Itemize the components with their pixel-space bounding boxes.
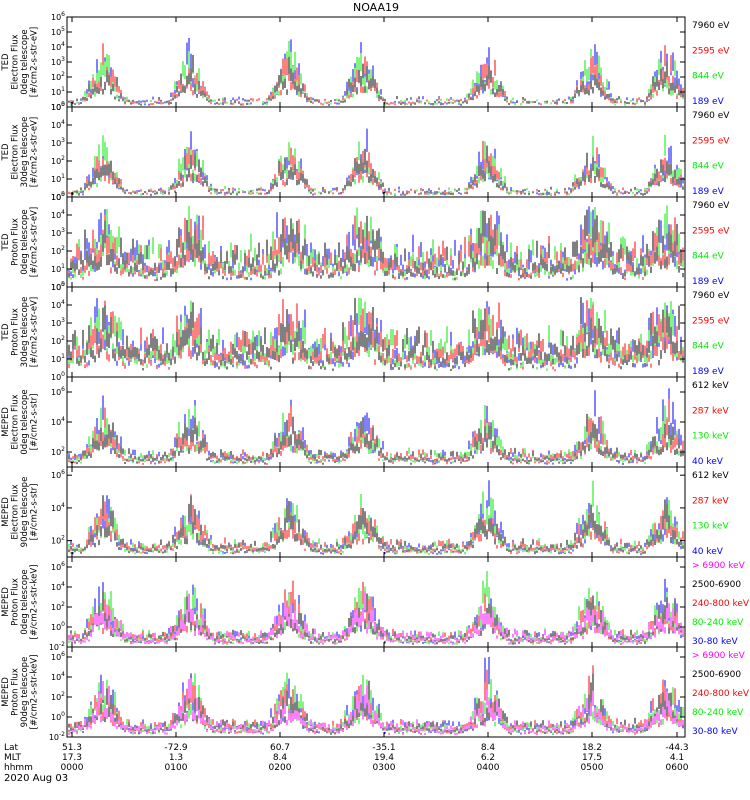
panel-2: TED Electron Flux 30deg telescope [#/cm2-s-…: [1, 101, 730, 202]
y-tick-label: 102: [51, 335, 65, 346]
y-axis-label: MEPED: [1, 407, 11, 437]
legend-entry: 7960 eV: [692, 201, 730, 211]
y-tick-label: 105: [51, 191, 65, 202]
y-axis-label: 30deg telescope: [20, 297, 30, 368]
legend-entry: 2595 eV: [692, 46, 730, 56]
flux-traces: [68, 37, 684, 106]
panels: TED Electron Flux 0deg telescope [#/cm2-s-s…: [1, 11, 750, 742]
y-axis-label: [#/cm2-s-str]: [30, 394, 40, 451]
flux-traces: [66, 128, 684, 196]
y-axis-label: Electron Flux: [11, 34, 21, 89]
y-tick-label: 104: [51, 209, 65, 220]
legend-entry: 2595 eV: [692, 136, 730, 146]
y-tick-label: 105: [51, 281, 65, 292]
y-tick-label: 106: [51, 11, 65, 22]
y-axis-label: 0deg telescope: [20, 29, 30, 94]
y-tick-label: 105: [51, 101, 65, 112]
y-tick-label: 104: [51, 119, 65, 130]
y-tick-label: 100: [51, 371, 65, 382]
y-axis-label: TED: [1, 53, 11, 72]
y-tick-label: 101: [51, 263, 65, 274]
y-tick-label: 101: [51, 353, 65, 364]
legend-entry: 844 eV: [692, 342, 725, 352]
y-tick-label: 103: [51, 227, 65, 238]
legend: 7960 eV 2595 eV 844 eV 189 eV: [692, 291, 730, 377]
y-axis-label: [#/cm2-s-str-eV]: [30, 27, 40, 97]
legend: 7960 eV 2595 eV 844 eV 189 eV: [692, 111, 730, 197]
y-tick-label: 102: [51, 155, 65, 166]
y-tick-label: 100: [51, 101, 65, 112]
y-tick-label: 103: [51, 56, 65, 67]
panel-frame: [66, 196, 686, 288]
panel-frame: [66, 106, 686, 198]
y-axis-label: [#/cm2-s-str-eV]: [30, 207, 40, 277]
legend-entry: 189 eV: [692, 187, 725, 197]
panel-1: TED Electron Flux 0deg telescope [#/cm2-s-s…: [1, 11, 730, 112]
y-tick-label: 102: [51, 71, 65, 82]
legend: 7960 eV 2595 eV 844 eV 189 eV: [692, 201, 730, 287]
y-axis-label: 0deg telescope: [20, 209, 30, 274]
legend-entry: 189 eV: [692, 97, 725, 107]
y-tick-label: 104: [51, 299, 65, 310]
y-tick-label: 104: [51, 41, 65, 52]
panel-5: MEPED Electron Flux 0deg telescope [#/cm2-s…: [1, 376, 729, 468]
legend-entry: 844 eV: [692, 72, 725, 82]
y-axis-label: [#/cm2-s-str-eV]: [30, 117, 40, 187]
y-tick-label: 103: [51, 137, 65, 148]
legend-entry: 844 eV: [692, 162, 725, 172]
legend-entry: 7960 eV: [692, 291, 730, 301]
panel-3: TED Proton Flux 0deg telescope [#/cm2-s-str…: [1, 191, 730, 292]
legend-entry: 844 eV: [692, 252, 725, 262]
y-axis-label: Electron Flux: [11, 124, 21, 179]
legend-entry: 2595 eV: [692, 226, 730, 236]
figure-title: NOAA19: [353, 1, 399, 14]
y-axis-label: Electron Flux: [11, 394, 21, 449]
y-tick-label: 105: [51, 26, 65, 37]
panel-frame: [66, 16, 686, 108]
y-axis-label: TED: [1, 143, 11, 162]
y-axis-label: Proton Flux: [11, 308, 21, 356]
y-axis-label: Proton Flux: [11, 218, 21, 266]
y-tick-label: 103: [51, 317, 65, 328]
panel-frame: [66, 286, 686, 378]
legend-entry: 2595 eV: [692, 316, 730, 326]
panel-4: TED Proton Flux 30deg telescope [#/cm2-s-st…: [1, 281, 730, 382]
legend-entry: 7960 eV: [692, 21, 730, 31]
y-axis-label: TED: [1, 323, 11, 342]
y-axis-label: TED: [1, 233, 11, 252]
flux-traces: [66, 388, 684, 465]
flux-traces: [66, 297, 684, 372]
y-axis-label: 30deg telescope: [20, 117, 30, 188]
y-tick-label: 100: [51, 191, 65, 202]
y-tick-label: 102: [51, 245, 65, 256]
y-tick-label: 101: [51, 173, 65, 184]
y-tick-label: 101: [51, 86, 65, 97]
y-tick-label: 100: [51, 281, 65, 292]
legend-entry: 7960 eV: [692, 111, 730, 121]
y-axis-label: 0deg telescope: [20, 389, 30, 454]
legend-entry: 189 eV: [692, 367, 725, 377]
legend-entry: 189 eV: [692, 277, 725, 287]
flux-traces: [66, 205, 684, 282]
legend: 7960 eV 2595 eV 844 eV 189 eV: [692, 21, 730, 107]
y-axis-label: [#/cm2-s-str-eV]: [30, 297, 40, 367]
